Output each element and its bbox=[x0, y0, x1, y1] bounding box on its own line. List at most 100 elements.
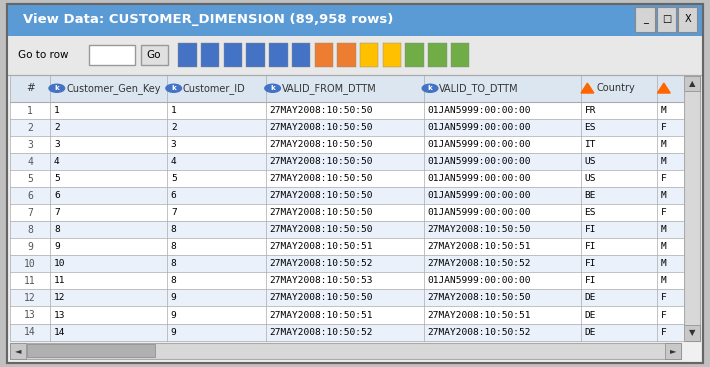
Text: X: X bbox=[684, 14, 691, 25]
Text: 14: 14 bbox=[54, 328, 65, 337]
FancyBboxPatch shape bbox=[684, 325, 700, 341]
Text: k: k bbox=[171, 85, 176, 91]
Text: ◄: ◄ bbox=[14, 346, 21, 355]
Text: 27MAY2008:10:50:53: 27MAY2008:10:50:53 bbox=[270, 276, 373, 286]
Text: 8: 8 bbox=[171, 242, 177, 251]
FancyBboxPatch shape bbox=[10, 343, 681, 359]
FancyBboxPatch shape bbox=[7, 4, 703, 36]
Polygon shape bbox=[657, 83, 670, 93]
Text: 3: 3 bbox=[54, 140, 60, 149]
Text: Country: Country bbox=[596, 83, 635, 93]
FancyBboxPatch shape bbox=[360, 43, 378, 67]
FancyBboxPatch shape bbox=[10, 102, 684, 119]
FancyBboxPatch shape bbox=[657, 7, 676, 32]
Text: 9: 9 bbox=[171, 310, 177, 320]
Text: 01JAN5999:00:00:00: 01JAN5999:00:00:00 bbox=[427, 157, 530, 166]
Text: 1: 1 bbox=[54, 106, 60, 115]
FancyBboxPatch shape bbox=[315, 43, 333, 67]
Text: 27MAY2008:10:50:50: 27MAY2008:10:50:50 bbox=[270, 157, 373, 166]
Text: 27MAY2008:10:50:52: 27MAY2008:10:50:52 bbox=[427, 328, 530, 337]
Text: F: F bbox=[661, 328, 667, 337]
Text: 27MAY2008:10:50:50: 27MAY2008:10:50:50 bbox=[270, 294, 373, 302]
FancyBboxPatch shape bbox=[10, 343, 26, 359]
Text: 13: 13 bbox=[54, 310, 65, 320]
Text: 01JAN5999:00:00:00: 01JAN5999:00:00:00 bbox=[427, 208, 530, 217]
Text: 11: 11 bbox=[54, 276, 65, 286]
FancyBboxPatch shape bbox=[10, 75, 684, 102]
Text: 27MAY2008:10:50:51: 27MAY2008:10:50:51 bbox=[270, 242, 373, 251]
Text: 7: 7 bbox=[171, 208, 177, 217]
Text: 2: 2 bbox=[171, 123, 177, 132]
Text: 4: 4 bbox=[54, 157, 60, 166]
Text: 10: 10 bbox=[24, 259, 36, 269]
FancyBboxPatch shape bbox=[10, 255, 684, 272]
Text: Customer_ID: Customer_ID bbox=[183, 83, 246, 94]
Text: F: F bbox=[661, 123, 667, 132]
Text: ES: ES bbox=[584, 123, 596, 132]
Text: US: US bbox=[584, 157, 596, 166]
Text: US: US bbox=[584, 174, 596, 183]
Text: 27MAY2008:10:50:51: 27MAY2008:10:50:51 bbox=[427, 310, 530, 320]
Text: ▲: ▲ bbox=[689, 79, 696, 88]
Text: 6: 6 bbox=[27, 191, 33, 201]
Text: 8: 8 bbox=[171, 259, 177, 268]
FancyBboxPatch shape bbox=[684, 75, 700, 341]
Text: Customer_Gen_Key: Customer_Gen_Key bbox=[66, 83, 160, 94]
Text: F: F bbox=[661, 310, 667, 320]
FancyBboxPatch shape bbox=[405, 43, 424, 67]
Text: 3: 3 bbox=[171, 140, 177, 149]
FancyBboxPatch shape bbox=[7, 4, 703, 363]
Circle shape bbox=[49, 84, 65, 92]
Text: M: M bbox=[661, 191, 667, 200]
Text: FI: FI bbox=[584, 225, 596, 234]
FancyBboxPatch shape bbox=[678, 7, 697, 32]
Text: _: _ bbox=[643, 14, 648, 25]
Text: BE: BE bbox=[584, 191, 596, 200]
FancyBboxPatch shape bbox=[27, 344, 155, 357]
Text: 9: 9 bbox=[171, 294, 177, 302]
FancyBboxPatch shape bbox=[10, 119, 684, 136]
Text: 5: 5 bbox=[27, 174, 33, 184]
FancyBboxPatch shape bbox=[10, 170, 684, 187]
FancyBboxPatch shape bbox=[89, 45, 135, 65]
FancyBboxPatch shape bbox=[178, 43, 197, 67]
Text: M: M bbox=[661, 225, 667, 234]
Text: 27MAY2008:10:50:50: 27MAY2008:10:50:50 bbox=[270, 174, 373, 183]
Text: k: k bbox=[271, 85, 275, 91]
Text: ES: ES bbox=[584, 208, 596, 217]
Text: 27MAY2008:10:50:52: 27MAY2008:10:50:52 bbox=[270, 259, 373, 268]
Text: 01JAN5999:00:00:00: 01JAN5999:00:00:00 bbox=[427, 140, 530, 149]
Text: 10: 10 bbox=[54, 259, 65, 268]
Text: 8: 8 bbox=[171, 225, 177, 234]
Text: FI: FI bbox=[584, 276, 596, 286]
Text: 14: 14 bbox=[24, 327, 36, 337]
FancyBboxPatch shape bbox=[337, 43, 356, 67]
Circle shape bbox=[265, 84, 280, 92]
FancyBboxPatch shape bbox=[665, 343, 681, 359]
Text: 2: 2 bbox=[27, 123, 33, 132]
FancyBboxPatch shape bbox=[383, 43, 401, 67]
Text: 27MAY2008:10:50:50: 27MAY2008:10:50:50 bbox=[270, 106, 373, 115]
Text: FI: FI bbox=[584, 242, 596, 251]
Text: 27MAY2008:10:50:50: 27MAY2008:10:50:50 bbox=[270, 191, 373, 200]
Text: 8: 8 bbox=[171, 276, 177, 286]
Text: 7: 7 bbox=[27, 208, 33, 218]
Text: M: M bbox=[661, 259, 667, 268]
FancyBboxPatch shape bbox=[224, 43, 242, 67]
Text: 27MAY2008:10:50:50: 27MAY2008:10:50:50 bbox=[270, 123, 373, 132]
Text: DE: DE bbox=[584, 328, 596, 337]
Polygon shape bbox=[581, 83, 594, 93]
Text: 6: 6 bbox=[171, 191, 177, 200]
Text: 5: 5 bbox=[54, 174, 60, 183]
FancyBboxPatch shape bbox=[7, 36, 703, 75]
Text: #: # bbox=[26, 83, 35, 93]
Text: k: k bbox=[427, 85, 432, 91]
Text: 27MAY2008:10:50:51: 27MAY2008:10:50:51 bbox=[427, 242, 530, 251]
Text: □: □ bbox=[662, 14, 671, 25]
FancyBboxPatch shape bbox=[684, 76, 700, 91]
Text: 12: 12 bbox=[54, 294, 65, 302]
Text: Go to row: Go to row bbox=[18, 50, 68, 60]
Text: 3: 3 bbox=[27, 139, 33, 150]
Text: M: M bbox=[661, 242, 667, 251]
Text: M: M bbox=[661, 140, 667, 149]
